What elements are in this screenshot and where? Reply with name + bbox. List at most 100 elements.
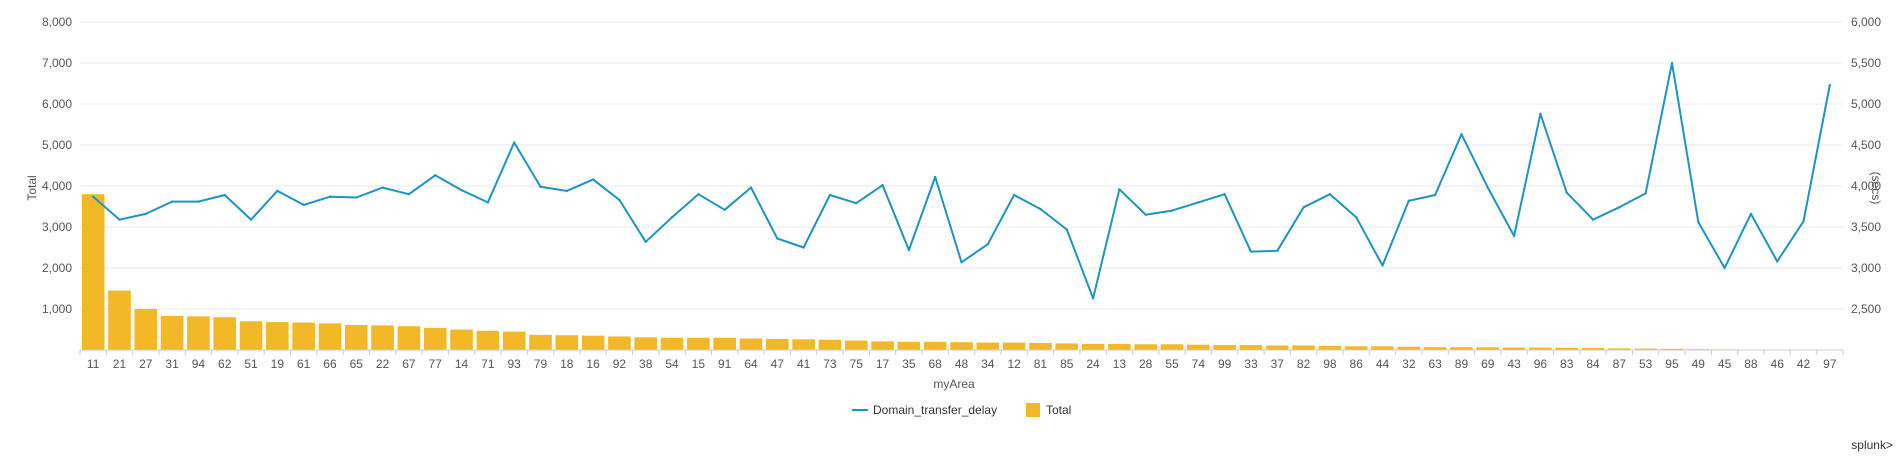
line-point[interactable] (723, 208, 726, 211)
line-point[interactable] (1407, 199, 1411, 202)
bar[interactable] (555, 335, 579, 350)
line-point[interactable] (1012, 193, 1016, 197)
bar[interactable] (660, 337, 684, 350)
bar[interactable] (1292, 345, 1315, 350)
bar[interactable] (634, 337, 658, 350)
bar[interactable] (1608, 348, 1631, 350)
bar[interactable] (871, 341, 894, 350)
bar[interactable] (1397, 346, 1421, 350)
line-point[interactable] (1749, 212, 1753, 216)
bar[interactable] (502, 331, 526, 350)
line-point[interactable] (1539, 112, 1542, 116)
line-point[interactable] (986, 243, 990, 246)
line-point[interactable] (1144, 213, 1147, 216)
bar[interactable] (397, 326, 421, 350)
line-point[interactable] (1776, 260, 1779, 263)
line-point[interactable] (1433, 193, 1437, 197)
line-point[interactable] (486, 201, 490, 204)
bar[interactable] (1187, 344, 1210, 350)
bar[interactable] (476, 330, 500, 350)
line-point[interactable] (670, 215, 674, 219)
line-point[interactable] (907, 248, 911, 252)
line-point[interactable] (512, 141, 516, 144)
line-point[interactable] (881, 183, 884, 187)
line-point[interactable] (1802, 220, 1805, 223)
bar[interactable] (1081, 343, 1105, 350)
bar[interactable] (1160, 344, 1184, 350)
line-point[interactable] (960, 261, 963, 264)
line-point[interactable] (1223, 193, 1226, 196)
bar[interactable] (1002, 342, 1026, 350)
line-point[interactable] (697, 193, 700, 196)
line-point[interactable] (460, 188, 463, 192)
bar[interactable] (950, 342, 973, 350)
line-point[interactable] (1486, 186, 1489, 189)
bar[interactable] (108, 290, 131, 350)
bar[interactable] (1239, 345, 1263, 350)
bar[interactable] (818, 339, 842, 350)
line-point[interactable] (1355, 215, 1358, 219)
line-point[interactable] (828, 193, 832, 197)
line-point[interactable] (1302, 206, 1305, 209)
line-point[interactable] (434, 174, 437, 177)
line-point[interactable] (355, 196, 358, 199)
bar[interactable] (1055, 343, 1079, 350)
line-point[interactable] (1618, 206, 1621, 209)
bar[interactable] (344, 324, 368, 350)
bar[interactable] (450, 329, 473, 351)
bar[interactable] (134, 309, 158, 350)
bar[interactable] (1555, 347, 1579, 350)
bar[interactable] (1213, 345, 1236, 350)
bar[interactable] (844, 340, 868, 350)
bar[interactable] (897, 341, 921, 350)
line-point[interactable] (1170, 209, 1174, 212)
line-point[interactable] (91, 195, 95, 198)
line-point[interactable] (933, 175, 937, 179)
bar[interactable] (239, 321, 263, 350)
bar[interactable] (292, 322, 315, 350)
bar[interactable] (81, 194, 105, 350)
legend-item-bar[interactable]: Total (1026, 403, 1071, 417)
line-point[interactable] (1091, 297, 1095, 300)
bar[interactable] (1318, 345, 1342, 350)
line-point[interactable] (223, 193, 226, 197)
line-point[interactable] (302, 203, 305, 207)
bar[interactable] (1423, 347, 1447, 350)
line-point[interactable] (1039, 207, 1042, 211)
bar[interactable] (1634, 348, 1657, 350)
bar[interactable] (213, 317, 237, 350)
bar[interactable] (1660, 348, 1684, 350)
bar[interactable] (1502, 347, 1526, 350)
line-point[interactable] (1670, 61, 1674, 65)
line-point[interactable] (1591, 218, 1595, 221)
line-point[interactable] (1697, 220, 1700, 224)
line-point[interactable] (644, 240, 647, 243)
bar[interactable] (765, 338, 789, 350)
bar[interactable] (713, 337, 736, 350)
line-point[interactable] (539, 185, 542, 189)
line-point[interactable] (249, 218, 253, 221)
line-point[interactable] (197, 200, 200, 203)
bar[interactable] (371, 325, 394, 350)
line-point[interactable] (1512, 234, 1516, 238)
bar[interactable] (1265, 345, 1289, 350)
line-point[interactable] (170, 200, 174, 203)
line-point[interactable] (749, 186, 753, 189)
bar[interactable] (1108, 343, 1131, 350)
bar[interactable] (1529, 347, 1552, 350)
line-point[interactable] (1328, 193, 1332, 196)
bar[interactable] (187, 316, 210, 350)
line-point[interactable] (565, 189, 568, 193)
line-point[interactable] (618, 198, 621, 202)
line-point[interactable] (407, 193, 411, 196)
bar[interactable] (529, 334, 552, 350)
line-point[interactable] (381, 186, 384, 189)
bar[interactable] (1371, 346, 1394, 350)
bar[interactable] (423, 327, 447, 350)
line-point[interactable] (1118, 188, 1121, 191)
bar[interactable] (160, 315, 184, 350)
line-point[interactable] (1381, 264, 1384, 267)
line-point[interactable] (1065, 228, 1068, 231)
line-point[interactable] (1197, 201, 1200, 204)
line-point[interactable] (144, 212, 147, 216)
